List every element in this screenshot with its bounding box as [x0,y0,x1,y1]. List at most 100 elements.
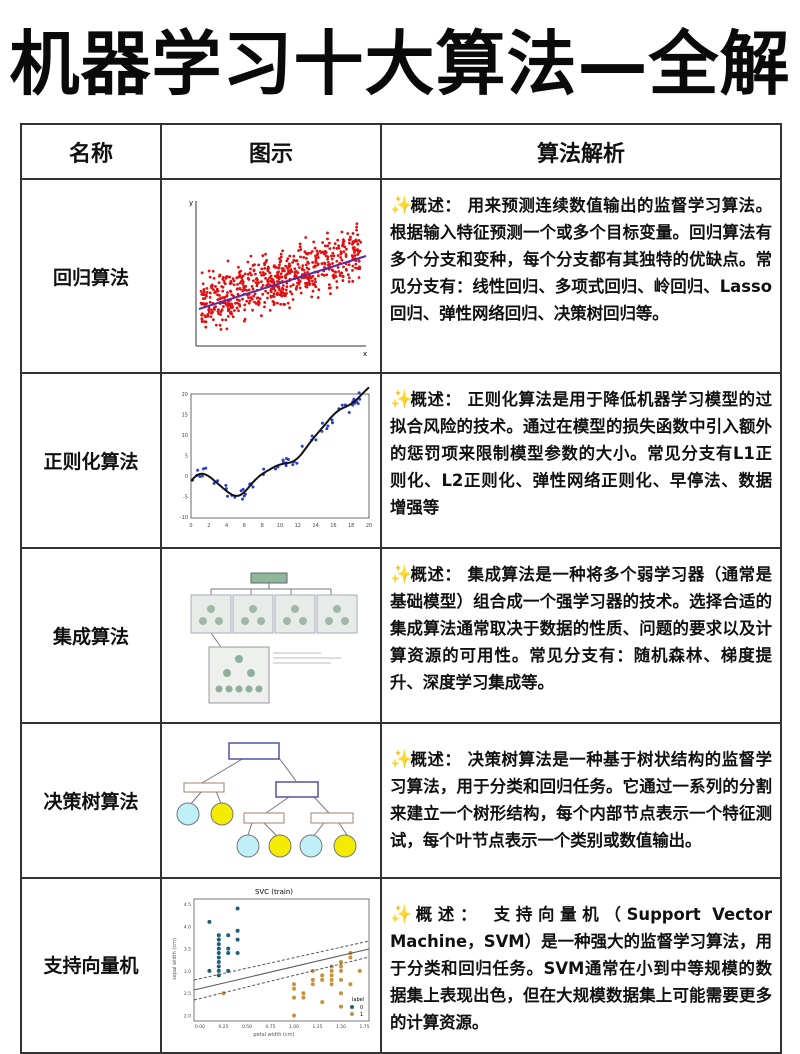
scatter-point [218,323,222,327]
scatter-point [204,320,208,324]
scatter-point [266,279,269,283]
data-point [300,444,304,448]
scatter-point [341,244,344,248]
scatter-point [304,263,308,267]
scatter-point [326,237,329,241]
scatter-point [344,253,348,256]
scatter-point [256,296,260,300]
scatter-point [211,269,215,273]
scatter-point [233,309,236,312]
scatter-point [230,302,234,306]
ensemble-figure [160,547,382,724]
scatter-point [205,290,209,294]
scatter-point [214,323,218,327]
scatter-point [226,259,230,263]
scatter-point [212,306,216,310]
scatter-point [265,258,269,262]
scatter-point [302,268,306,272]
scatter-point [238,304,242,308]
scatter-point [296,262,300,266]
class-0-point [235,937,240,942]
x-tick-label: 8 [260,523,263,529]
scatter-point [298,245,302,249]
scatter-point [238,299,241,302]
scatter-point [355,228,358,232]
scatter-point [221,289,225,293]
x-tick-label: 0.50 [241,1024,251,1030]
class-1-point [338,991,343,996]
table-row: 回归算法 y x ✨概述： 用来预测连续数值输出的监督学习算法。根据输入特征预测… [20,178,782,374]
scatter-point [326,244,330,248]
class-0-point [216,951,221,956]
scatter-point [354,238,358,242]
scatter-point [299,291,303,295]
x-tick-label: 18 [348,523,354,529]
regression-figure: y x [160,178,382,374]
table-header: 名称 图示 算法解析 [20,123,782,180]
y-tick-label: 20 [181,392,187,398]
scatter-point [314,280,317,284]
scatter-point [288,306,291,310]
scatter-point [217,274,221,278]
scatter-point [284,276,288,280]
decision-tree-figure [160,722,382,879]
scatter-point [320,262,324,265]
scatter-point [276,301,279,305]
scatter-point [283,303,287,306]
algorithm-name: 支持向量机 [20,877,162,1054]
scatter-point [231,315,235,319]
scatter-point [235,287,239,291]
scatter-point [253,300,256,304]
scatter-point [277,266,281,270]
scatter-point [336,238,340,242]
scatter-point [200,271,204,275]
scatter-point [224,318,228,322]
scatter-point [249,254,253,258]
scatter-point [351,232,355,235]
scatter-point [344,255,348,258]
scatter-point [200,312,204,316]
scatter-point [246,260,250,264]
scatter-point [279,259,283,263]
x-tick-label: 4 [225,523,228,529]
description-text: 用来预测连续数值输出的监督学习算法。根据输入特征预测一个或多个目标变量。回归算法… [390,196,773,323]
data-point [223,483,227,487]
scatter-point [263,261,266,265]
scatter-point [297,249,301,253]
y-tick-label: 10 [181,433,187,439]
scatter-point [313,246,317,250]
scatter-point [258,297,262,301]
data-point [281,459,285,463]
class-0-point [225,946,230,951]
scatter-point [240,278,244,282]
scatter-point [226,291,229,294]
data-point [200,474,204,478]
class-0-point [216,946,221,951]
scatter-point [331,251,335,255]
overview-label: 概述： [410,196,462,215]
scatter-point [314,256,318,260]
scatter-point [232,283,236,287]
data-point [243,492,247,496]
scatter-point [210,308,213,312]
scatter-point [237,270,241,274]
overview-label: 概述： [410,565,462,584]
algorithm-description: ✨概述： 支持向量机（Support Vector Machine，SVM）是一… [380,877,782,1054]
scatter-point [220,308,224,312]
class-1-point [291,1013,296,1018]
scatter-point [238,273,242,277]
scatter-point [335,259,339,263]
data-point [290,462,294,466]
scatter-point [202,287,206,291]
scatter-point [209,315,213,319]
data-point [294,461,298,465]
y-tick-label: 15 [181,412,187,418]
scatter-point [317,288,321,292]
scatter-point [345,268,348,272]
scatter-point [349,235,352,239]
scatter-point [285,292,288,295]
scatter-point [266,291,270,295]
scatter-point [217,308,220,312]
scatter-point [225,294,229,298]
scatter-point [279,302,283,306]
